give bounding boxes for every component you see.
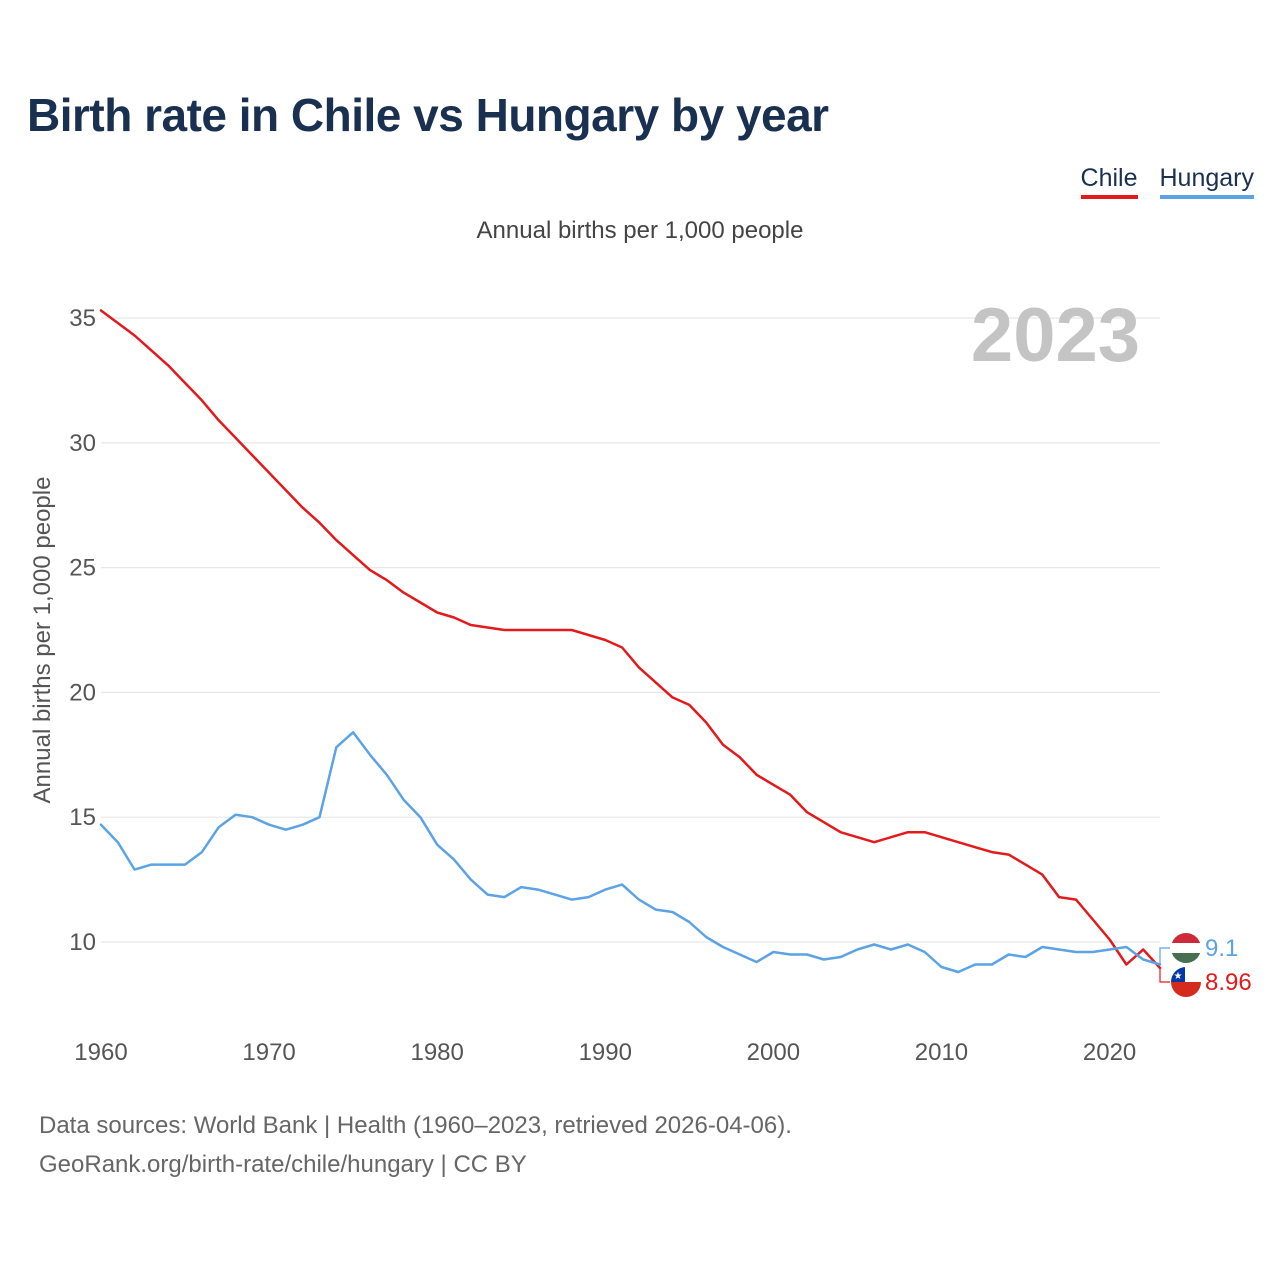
y-axis-label: Annual births per 1,000 people xyxy=(29,477,56,804)
hungary-flag-icon xyxy=(1171,933,1201,963)
year-badge: 2023 xyxy=(971,293,1140,378)
footer: Data sources: World Bank | Health (1960–… xyxy=(39,1106,792,1184)
svg-text:★: ★ xyxy=(1174,971,1183,982)
legend: Chile Hungary xyxy=(1080,164,1254,199)
x-tick-label: 1990 xyxy=(579,1039,632,1066)
end-connector-chile xyxy=(1159,968,1170,983)
y-tick-label: 35 xyxy=(69,305,96,332)
y-tick-label: 30 xyxy=(69,430,96,457)
series-line-hungary[interactable] xyxy=(99,731,1162,974)
footer-source: Data sources: World Bank | Health (1960–… xyxy=(39,1112,792,1139)
y-tick-label: 20 xyxy=(69,679,96,706)
x-tick-label: 1960 xyxy=(74,1039,127,1066)
x-tick-label: 1970 xyxy=(242,1039,295,1066)
chart-subtitle: Annual births per 1,000 people xyxy=(476,217,804,244)
x-tick-label: 2010 xyxy=(915,1039,968,1066)
footer-attribution[interactable]: GeoRank.org/birth-rate/chile/hungary | C… xyxy=(39,1151,527,1178)
chile-flag-icon: ★ xyxy=(1171,967,1201,997)
legend-item-chile[interactable]: Chile xyxy=(1080,164,1138,199)
series-line-chile[interactable] xyxy=(99,309,1162,970)
series-group xyxy=(99,309,1162,974)
x-axis-ticks: 1960 1970 1980 1990 2000 2010 2020 xyxy=(74,1039,1136,1066)
end-connector-hungary xyxy=(1159,947,1170,965)
end-labels: 8.96 9.1 xyxy=(1159,935,1252,996)
y-tick-label: 15 xyxy=(69,804,96,831)
line-chart: 10 15 20 25 30 35 1960 1970 1980 1990 2000 2010 202… xyxy=(29,293,1252,1066)
grid-lines xyxy=(101,317,1160,943)
legend-item-hungary[interactable]: Hungary xyxy=(1159,164,1254,199)
y-axis-ticks: 10 15 20 25 30 35 xyxy=(69,305,96,956)
x-tick-label: 2000 xyxy=(747,1039,800,1066)
end-value-label-chile: 8.96 xyxy=(1205,969,1252,996)
y-tick-label: 25 xyxy=(69,555,96,582)
x-tick-label: 1980 xyxy=(410,1039,463,1066)
x-tick-label: 2020 xyxy=(1083,1039,1136,1066)
y-tick-label: 10 xyxy=(69,929,96,956)
chart-title: Birth rate in Chile vs Hungary by year xyxy=(27,89,829,141)
end-markers: ★ xyxy=(1171,933,1201,997)
end-value-label-hungary: 9.1 xyxy=(1205,935,1238,962)
